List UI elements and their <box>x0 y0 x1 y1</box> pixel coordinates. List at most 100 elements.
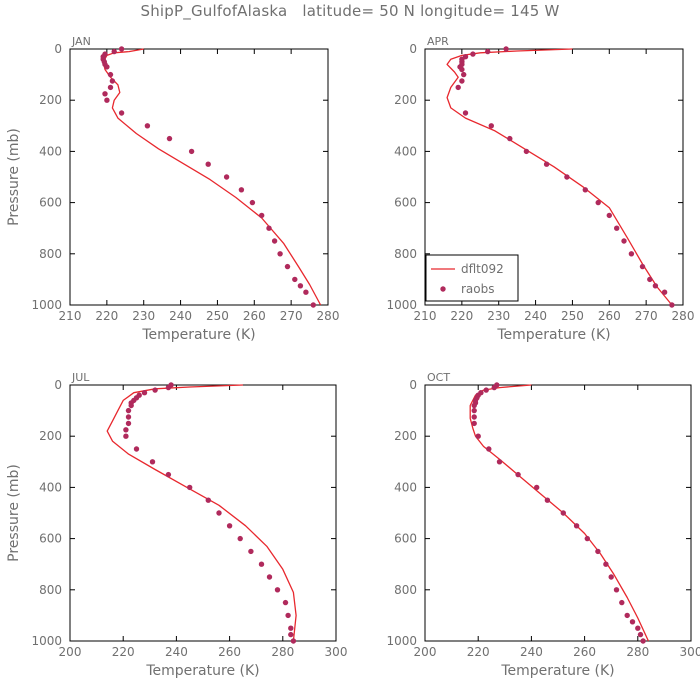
obs-point <box>141 390 148 396</box>
y-tick-label: 200 <box>394 429 417 443</box>
obs-point <box>606 212 612 219</box>
panel-jul: 200 220 240 260 280 300 0 200 400 600 800 1000 JUL Te… <box>6 371 347 679</box>
x-tick-label: 220 <box>450 309 473 323</box>
y-tick-label: 600 <box>39 532 62 546</box>
series-line-dflt092 <box>446 48 673 306</box>
x-tick-label: 280 <box>672 309 695 323</box>
y-tick-label: 1000 <box>31 634 62 648</box>
obs-point <box>488 123 494 129</box>
obs-point <box>619 599 625 606</box>
obs-point <box>461 71 467 78</box>
x-tick-label: 210 <box>414 309 437 323</box>
obs-point <box>277 251 283 257</box>
obs-point <box>223 174 230 180</box>
obs-point <box>613 587 620 593</box>
obs-point <box>603 561 609 567</box>
obs-point <box>118 46 125 52</box>
x-tick-label: 240 <box>165 645 188 659</box>
x-tick-label: 260 <box>598 309 621 323</box>
obs-point <box>652 283 659 289</box>
obs-point <box>310 302 316 308</box>
obs-point <box>118 110 125 116</box>
obs-point <box>205 161 211 167</box>
figure-title: ShipP_GulfofAlaska latitude= 50 N longit… <box>140 2 560 20</box>
obs-point <box>543 161 550 167</box>
y-tick-label: 1000 <box>31 298 62 312</box>
obs-point <box>144 123 151 129</box>
x-tick-label: 260 <box>218 645 241 659</box>
obs-point <box>595 548 601 555</box>
obs-point <box>564 174 570 180</box>
obs-point <box>248 548 254 555</box>
obs-point <box>639 263 646 270</box>
obs-point <box>455 84 461 91</box>
obs-point <box>284 263 291 270</box>
legend-label-model: dflt092 <box>461 262 504 276</box>
x-tick-label: 250 <box>561 309 584 323</box>
y-tick-label: 600 <box>39 196 62 210</box>
obs-point <box>459 66 465 73</box>
x-tick-label: 240 <box>169 309 192 323</box>
obs-point <box>288 631 294 638</box>
obs-point <box>274 587 281 593</box>
x-axis-label: Temperature (K) <box>145 663 259 679</box>
obs-point <box>669 302 675 308</box>
obs-point <box>459 78 465 84</box>
panel-label-apr: APR <box>427 35 449 48</box>
x-tick-label: 240 <box>524 309 547 323</box>
y-tick-label: 200 <box>39 429 62 443</box>
obs-point <box>123 433 129 439</box>
obs-point <box>107 71 114 78</box>
y-tick-label: 400 <box>394 480 417 494</box>
obs-point <box>624 612 630 619</box>
y-tick-label: 0 <box>54 378 62 392</box>
panel-oct: 200 220 240 260 280 300 0 200 400 600 800 1000 OCT Te… <box>386 371 700 679</box>
obs-point <box>628 251 635 257</box>
obs-point <box>237 535 243 542</box>
panel-label-jul: JUL <box>71 371 90 384</box>
obs-point <box>128 402 134 409</box>
y-tick-label: 800 <box>39 583 62 597</box>
x-tick-label: 260 <box>243 309 266 323</box>
obs-point <box>125 414 132 420</box>
obs-point <box>534 484 540 491</box>
obs-point <box>573 523 580 529</box>
obs-point <box>285 612 291 619</box>
obs-point <box>104 64 110 70</box>
obs-point <box>635 625 641 631</box>
obs-point <box>462 110 469 116</box>
obs-point <box>149 459 156 465</box>
obs-point <box>471 414 477 420</box>
y-tick-label: 600 <box>394 532 417 546</box>
obs-point <box>560 510 566 516</box>
x-tick-label: 270 <box>635 309 658 323</box>
x-tick-label: 200 <box>414 645 437 659</box>
y-tick-label: 1000 <box>386 634 417 648</box>
y-axis-label: Pressure (mb) <box>6 128 22 226</box>
legend-dot-swatch <box>440 286 446 292</box>
y-axis-label: Pressure (mb) <box>6 464 22 562</box>
obs-point <box>266 225 272 231</box>
obs-point <box>259 212 265 219</box>
x-tick-label: 230 <box>487 309 510 323</box>
obs-point <box>290 638 297 644</box>
x-tick-label: 240 <box>520 645 543 659</box>
obs-point <box>258 561 265 567</box>
obs-point <box>629 619 636 625</box>
x-tick-label: 220 <box>467 645 490 659</box>
obs-point <box>104 97 110 103</box>
y-tick-label: 200 <box>39 93 62 107</box>
obs-point <box>166 135 173 142</box>
x-axis-label: Temperature (K) <box>496 327 610 343</box>
obs-point <box>470 51 476 57</box>
obs-point <box>496 459 503 465</box>
obs-point <box>271 238 278 244</box>
plot-frame <box>424 384 692 642</box>
x-tick-label: 250 <box>206 309 229 323</box>
obs-point <box>187 484 193 491</box>
obs-point <box>165 384 172 391</box>
obs-point <box>621 238 627 244</box>
panel-apr: 210 220 230 240 250 260 270 280 0 200 400 600 800 100… <box>386 35 694 343</box>
obs-point <box>102 91 108 97</box>
